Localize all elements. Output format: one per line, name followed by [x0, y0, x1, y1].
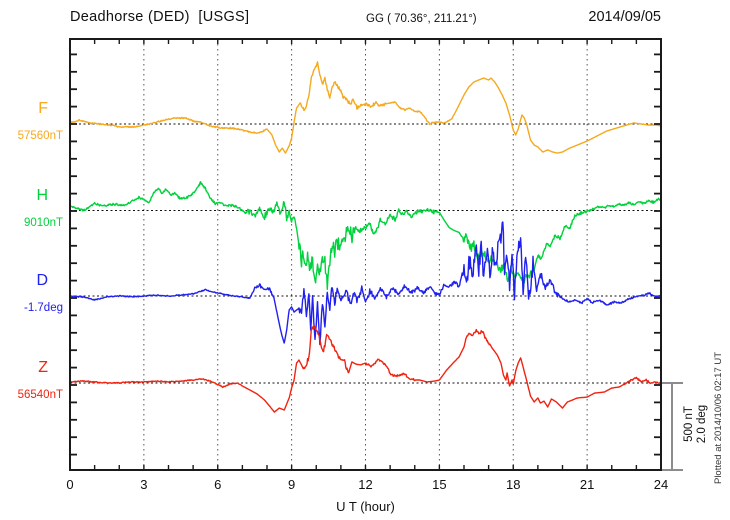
scale-bar	[662, 382, 683, 471]
plot-date: 2014/09/05	[588, 9, 661, 25]
x-axis-label: U T (hour)	[336, 499, 395, 514]
geographic-coords: GG ( 70.36°, 211.21°)	[366, 13, 477, 25]
axis-frame	[69, 38, 662, 471]
series-label-z: Z	[38, 359, 48, 376]
trace-layer	[69, 61, 662, 413]
plot-timestamp: Plotted at 2014/10/06 02:17 UT	[713, 352, 724, 484]
tick-label-layer: 0 3 6 9 12 15 18 21 24	[66, 477, 668, 492]
series-baseline-value-z: 56540nT	[17, 389, 63, 401]
x-tick-label-18: 18	[506, 477, 520, 492]
series-label-f: F	[38, 100, 48, 117]
trace-f	[69, 61, 662, 154]
series-label-h: H	[36, 186, 48, 204]
x-tick-label-24: 24	[654, 477, 668, 492]
trace-z	[69, 324, 662, 413]
trace-h	[69, 180, 662, 290]
series-baseline-value-d: -1.7deg	[23, 302, 63, 314]
x-tick-label-6: 6	[214, 477, 221, 492]
x-tick-label-15: 15	[432, 477, 446, 492]
grid-layer	[70, 39, 661, 470]
series-baseline-value-f: 57560nT	[17, 130, 63, 142]
x-tick-label-9: 9	[288, 477, 295, 492]
x-tick-label-21: 21	[580, 477, 594, 492]
series-baseline-value-h: 9010nT	[23, 216, 63, 229]
scale-label-deg: 2.0 deg	[696, 405, 708, 443]
x-tick-label-0: 0	[66, 477, 73, 492]
x-tick-label-3: 3	[140, 477, 147, 492]
x-tick-label-12: 12	[358, 477, 372, 492]
trace-d	[69, 221, 662, 346]
series-label-d: D	[36, 272, 48, 289]
scale-label-nt: 500 nT	[683, 406, 695, 442]
station-title: Deadhorse (DED) [USGS]	[70, 9, 250, 25]
